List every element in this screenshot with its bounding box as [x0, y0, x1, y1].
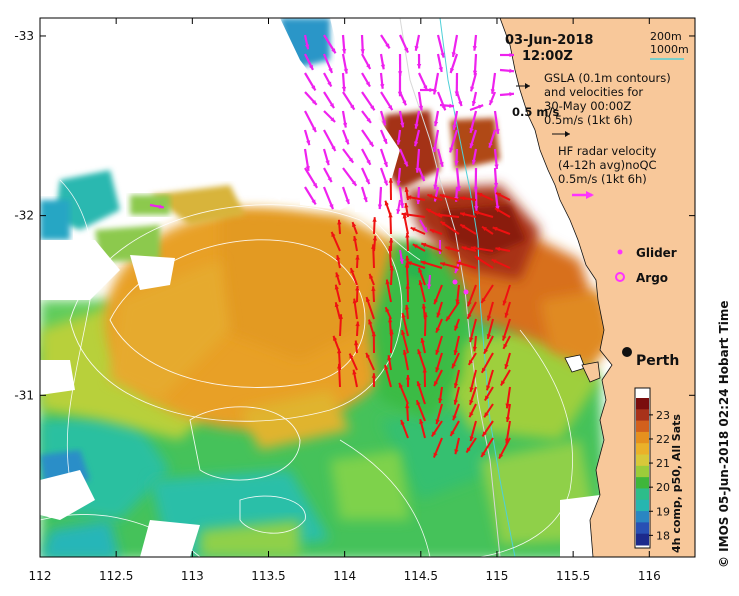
colorbar-band	[636, 409, 649, 421]
colorbar-band	[636, 522, 649, 534]
glider-track-marker	[464, 290, 469, 295]
perth-label: Perth	[636, 353, 679, 369]
y-tick-label: -32	[14, 209, 34, 223]
x-tick-label: 112	[29, 569, 52, 583]
x-tick-label: 115.5	[556, 569, 590, 583]
colorbar-band	[636, 511, 649, 523]
colorbar-bands	[636, 398, 649, 546]
colorbar-band	[636, 488, 649, 500]
depth-label-1000m: 1000m	[650, 43, 689, 56]
depth-label-200m: 200m	[650, 30, 682, 43]
gsla-legend-line-2: and velocities for	[544, 85, 643, 99]
colorbar-band	[636, 455, 649, 467]
colorbar-band	[636, 421, 649, 433]
colorbar-label: 4h comp, p50, All Sats	[670, 414, 683, 553]
hf-legend-line-2: (4-12h avg)noQC	[558, 158, 657, 172]
colorbar-band	[636, 398, 649, 410]
colorbar-band	[636, 477, 649, 489]
glider-track-marker	[453, 280, 458, 285]
x-tick-label: 113	[181, 569, 204, 583]
y-tick-label: -33	[14, 29, 34, 43]
glider-legend-label: Glider	[636, 246, 677, 260]
colorbar-tick-label: 22	[656, 433, 670, 446]
colorbar-band	[636, 443, 649, 455]
colorbar-tick-label: 19	[656, 505, 670, 518]
x-tick-label: 112.5	[99, 569, 133, 583]
colorbar-band	[636, 432, 649, 444]
colorbar-tick-label: 20	[656, 481, 670, 494]
x-tick-label: 114.5	[404, 569, 438, 583]
colorbar-band	[636, 500, 649, 512]
x-tick-label: 114	[333, 569, 356, 583]
colorbar-band	[636, 534, 649, 546]
perth-location-dot	[622, 347, 632, 357]
x-tick-label: 115	[486, 569, 509, 583]
argo-legend-label: Argo	[636, 271, 668, 285]
colorbar-tick-label: 23	[656, 409, 670, 422]
colorbar-tick-label: 18	[656, 529, 670, 542]
credit-text: © IMOS 05-Jun-2018 02:24 Hobart Time	[717, 300, 731, 568]
colorbar-tick-label: 21	[656, 457, 670, 470]
header-time: 12:00Z	[522, 49, 573, 64]
hf-legend-line-1: HF radar velocity	[558, 144, 657, 158]
gsla-scale-label: 0.5 m/s	[512, 105, 560, 119]
glider-legend-symbol	[618, 250, 623, 255]
x-tick-label: 116	[638, 569, 661, 583]
x-tick-label: 113.5	[251, 569, 285, 583]
hf-legend-line-3: 0.5m/s (1kt 6h)	[558, 172, 647, 186]
gsla-legend-line-1: GSLA (0.1m contours)	[544, 71, 671, 85]
y-tick-label: -31	[14, 388, 34, 402]
colorbar-band	[636, 466, 649, 478]
header-date: 03-Jun-2018	[505, 33, 593, 48]
